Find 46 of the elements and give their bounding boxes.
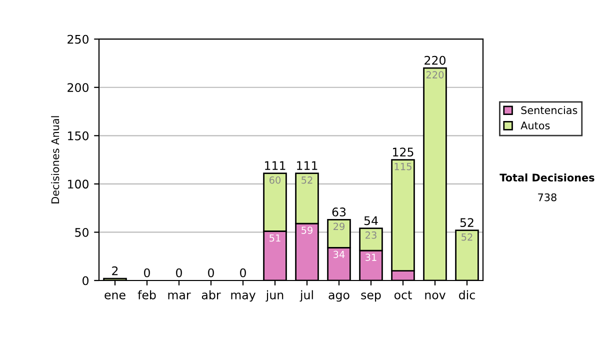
total-label: 111 <box>297 161 318 170</box>
data-label: 23 <box>366 231 376 239</box>
text: Total Decisiones <box>500 173 594 182</box>
data-label: 34 <box>334 250 345 258</box>
y-tick-label: 100 <box>68 180 88 189</box>
y-axis-title: Decisiones Anual <box>51 116 60 204</box>
data-label: 115 <box>394 162 412 170</box>
x-tick-label: nov <box>425 292 446 300</box>
y-tick-label: 0 <box>82 276 88 286</box>
text: 738 <box>538 193 556 202</box>
data-label: 51 <box>270 234 280 242</box>
total-label: 0 <box>208 268 214 278</box>
x-tick-label: sep <box>361 292 381 302</box>
data-label: 52 <box>302 176 312 184</box>
total-label: 54 <box>364 216 378 226</box>
x-tick-label: may <box>231 292 256 302</box>
total-label: 63 <box>332 207 346 216</box>
x-tick-label: dic <box>459 290 475 300</box>
y-tick-label: 50 <box>75 228 88 237</box>
y-tick-label: 150 <box>68 131 88 140</box>
total-label: 52 <box>460 218 474 228</box>
legend-label: Sentencias <box>521 106 578 114</box>
total-label: 2 <box>112 266 118 276</box>
data-label: 220 <box>426 71 444 78</box>
total-label: 220 <box>424 56 446 65</box>
data-label: 59 <box>302 226 312 234</box>
total-label: 0 <box>176 268 182 278</box>
data-label: 60 <box>269 176 281 184</box>
total-label: 0 <box>240 268 246 278</box>
total-label: 125 <box>393 148 414 157</box>
x-tick-label: jul <box>300 290 313 302</box>
x-tick-label: abr <box>202 290 221 300</box>
data-label: 31 <box>366 254 376 261</box>
x-tick-label: jun <box>266 290 284 302</box>
data-label: 29 <box>334 222 344 230</box>
total-label: 0 <box>144 268 150 278</box>
x-tick-label: ene <box>104 292 126 300</box>
y-tick-label: 250 <box>68 34 88 44</box>
legend-label: Autos <box>520 122 550 130</box>
x-tick-label: oct <box>394 290 412 300</box>
x-tick-label: ago <box>328 292 350 302</box>
x-tick-label: mar <box>168 292 191 300</box>
x-tick-label: feb <box>138 290 156 300</box>
y-tick-label: 200 <box>68 83 88 92</box>
total-label: 111 <box>265 161 286 170</box>
data-label: 52 <box>462 233 472 241</box>
